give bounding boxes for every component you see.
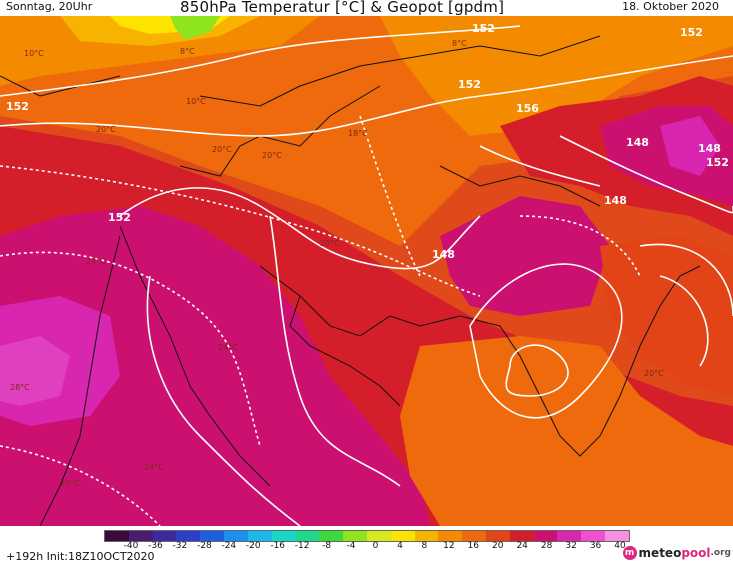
color-scale-segment [533, 531, 558, 541]
region-pink-core [0, 336, 70, 406]
color-scale-segment [295, 531, 320, 541]
color-scale-tick: -28 [196, 541, 212, 551]
color-scale-tick: 24 [516, 541, 528, 551]
brand-part3: .org [710, 548, 731, 558]
temperature-map: 152 152 152 152 156 152 148 148 148 152 … [0, 16, 733, 526]
map-title: 850hPa Temperatur [°C] & Geopot [gpdm] [180, 0, 505, 16]
color-scale-tick: -32 [172, 541, 188, 551]
temp-label: 20°C [96, 125, 116, 134]
temp-label: 20°C [644, 369, 664, 378]
color-scale-tick: 40 [614, 541, 626, 551]
geopot-labels: 152 152 152 152 156 152 148 148 148 152 … [6, 22, 729, 261]
color-scale-tick: 0 [372, 541, 379, 551]
temp-label: 10°C [186, 97, 206, 106]
temp-label: 20°C [320, 239, 340, 248]
color-scale-segment [605, 531, 629, 541]
geopot-label: 152 [706, 156, 729, 169]
header-bar: Sonntag, 20Uhr 850hPa Temperatur [°C] & … [0, 0, 733, 16]
temp-label: 20°C [262, 151, 282, 160]
color-scale-segment [509, 531, 534, 541]
color-scale-tick: -8 [322, 541, 332, 551]
color-scale-tick: 16 [467, 541, 480, 551]
color-scale-segment [247, 531, 272, 541]
color-scale-tick: -16 [270, 541, 286, 551]
geopot-label: 152 [680, 26, 703, 39]
region-red-east [600, 236, 733, 396]
temp-label: 18°C [348, 129, 368, 138]
temp-label: 20°C [60, 479, 80, 488]
temp-label: 8°C [452, 39, 467, 48]
color-scale-segment [128, 531, 153, 541]
color-scale-bar [104, 530, 630, 542]
meteopool-logo[interactable]: m meteo pool .org [622, 546, 731, 560]
color-scale-segment [224, 531, 248, 541]
color-scale-segment [105, 531, 129, 541]
color-scale-segment [557, 531, 582, 541]
temp-label: 28°C [10, 383, 30, 392]
region-pink-tibet [660, 116, 720, 176]
color-scale-tick: 36 [589, 541, 602, 551]
brand-part2: pool [681, 546, 711, 560]
color-scale-tick: 4 [397, 541, 403, 551]
color-scale-segment [414, 531, 439, 541]
geopot-label: 152 [6, 100, 29, 113]
temp-label: 24°C [144, 463, 164, 472]
color-scale-segment [319, 531, 344, 541]
region-magenta-india [440, 196, 610, 316]
region-green [170, 16, 220, 40]
color-scale-segment [462, 531, 486, 541]
forecast-date-label: 18. Oktober 2020 [622, 0, 719, 13]
color-scale-tick: -20 [245, 541, 261, 551]
geopot-label: 152 [458, 78, 481, 91]
color-scale-tick: 32 [565, 541, 577, 551]
color-scale-segment [486, 531, 510, 541]
color-scale-segment [366, 531, 391, 541]
color-scale-tick: 12 [443, 541, 455, 551]
temp-label: 20°C [212, 145, 232, 154]
color-scale-tick: -4 [346, 541, 356, 551]
init-time-label: +192h Init:18Z10OCT2020 [6, 550, 155, 563]
geopot-label: 152 [472, 22, 495, 35]
geopot-label: 152 [108, 211, 131, 224]
color-scale-tick: -40 [123, 541, 139, 551]
color-scale-segment [200, 531, 225, 541]
color-scale-segment [581, 531, 606, 541]
color-scale-ticks: -40 -36 -32 -28 -24 -20 -16 -12 -8 -4 0 4 8 12 16 20 24 2… [0, 541, 733, 553]
color-scale-tick: 8 [421, 541, 428, 551]
forecast-day-label: Sonntag, 20Uhr [6, 0, 93, 13]
temp-label: 8°C [180, 47, 195, 56]
geopotential-contours [0, 25, 733, 526]
color-scale-tick: -24 [221, 541, 237, 551]
color-scale-tick: 28 [540, 541, 553, 551]
brand-part1: meteo [638, 546, 682, 560]
temp-label: 10°C [24, 49, 44, 58]
temp-label: 24°C [218, 343, 238, 352]
region-light-orange-north [380, 16, 733, 136]
color-scale-segment [343, 531, 367, 541]
temperature-contours [0, 115, 641, 526]
meteopool-icon: m [622, 546, 637, 560]
color-scale-segment [438, 531, 463, 541]
color-scale-tick: -12 [294, 541, 310, 551]
geopot-label: 148 [698, 142, 721, 155]
temperature-labels: 10°C 8°C 10°C 20°C 18°C 20°C 20°C 20°C 2… [10, 39, 664, 488]
geopot-label: 156 [516, 102, 539, 115]
color-scale-segment [176, 531, 201, 541]
color-scale-segment [152, 531, 177, 541]
color-scale-segment [271, 531, 296, 541]
geopot-label: 148 [604, 194, 627, 207]
geopot-label: 148 [432, 248, 455, 261]
geopot-label: 148 [626, 136, 649, 149]
temp-label: 24°C [86, 257, 106, 266]
color-scale-segment [390, 531, 415, 541]
coastlines [0, 35, 701, 526]
color-scale-tick: -36 [148, 541, 163, 551]
color-scale-tick: 20 [492, 541, 504, 551]
footer-bar: -40 -36 -32 -28 -24 -20 -16 -12 -8 -4 0 4 8 12 16 20 24 2… [0, 526, 733, 566]
